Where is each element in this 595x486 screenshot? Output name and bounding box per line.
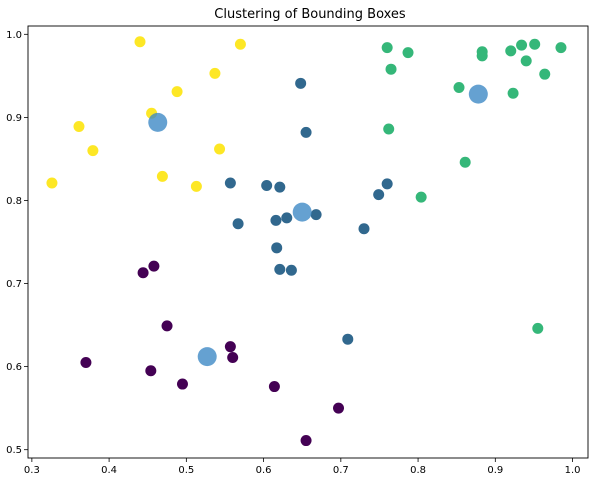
cluster-1-point — [342, 334, 353, 345]
cluster-2-point — [529, 39, 540, 50]
cluster-2-point — [516, 40, 527, 51]
cluster-3-point — [172, 86, 183, 97]
cluster-0-point — [162, 320, 173, 331]
cluster-1-point — [311, 209, 322, 220]
x-tick-label: 0.6 — [256, 465, 272, 476]
cluster-0-point — [227, 352, 238, 363]
cluster-3-point — [73, 121, 84, 132]
y-tick-label: 0.9 — [6, 113, 22, 124]
x-tick-label: 0.8 — [410, 465, 426, 476]
cluster-1-point — [270, 215, 281, 226]
x-tick-label: 0.9 — [487, 465, 503, 476]
cluster-1-point — [261, 180, 272, 191]
cluster-2-point — [555, 42, 566, 53]
cluster-2-point — [403, 47, 414, 58]
cluster-1-point — [382, 178, 393, 189]
cluster-3-point — [135, 36, 146, 47]
cluster-2-point — [477, 50, 488, 61]
centroid-marker — [198, 347, 217, 366]
cluster-1-point — [274, 264, 285, 275]
x-tick-label: 1.0 — [565, 465, 581, 476]
cluster-0-point — [148, 261, 159, 272]
cluster-3-point — [191, 181, 202, 192]
cluster-2-point — [416, 192, 427, 203]
y-tick-label: 0.5 — [6, 445, 22, 456]
cluster-2-point — [532, 323, 543, 334]
cluster-2-point — [508, 88, 519, 99]
cluster-3-point — [87, 145, 98, 156]
cluster-1-point — [281, 212, 292, 223]
centroid-marker — [148, 113, 167, 132]
cluster-0-point — [80, 357, 91, 368]
x-tick-label: 0.4 — [101, 465, 117, 476]
y-tick-label: 0.6 — [6, 362, 22, 373]
cluster-2-point — [454, 82, 465, 93]
cluster-1-point — [359, 223, 370, 234]
x-tick-label: 0.7 — [333, 465, 349, 476]
x-tick-label: 0.5 — [178, 465, 194, 476]
centroid-marker — [469, 85, 488, 104]
cluster-1-point — [225, 178, 236, 189]
cluster-1-point — [301, 127, 312, 138]
cluster-3-point — [214, 143, 225, 154]
cluster-3-point — [46, 178, 57, 189]
cluster-1-point — [295, 78, 306, 89]
cluster-3-point — [235, 39, 246, 50]
chart-title: Clustering of Bounding Boxes — [214, 7, 406, 22]
cluster-0-point — [333, 403, 344, 414]
cluster-2-point — [386, 64, 397, 75]
cluster-0-point — [177, 379, 188, 390]
cluster-0-point — [301, 435, 312, 446]
cluster-1-point — [233, 218, 244, 229]
x-tick-label: 0.3 — [24, 465, 40, 476]
y-tick-label: 0.8 — [6, 196, 22, 207]
cluster-1-point — [274, 182, 285, 193]
cluster-1-point — [373, 189, 384, 200]
cluster-0-point — [225, 341, 236, 352]
y-tick-label: 1.0 — [6, 30, 22, 41]
cluster-2-point — [521, 55, 532, 66]
cluster-0-point — [138, 267, 149, 278]
cluster-0-point — [269, 381, 280, 392]
cluster-2-point — [505, 45, 516, 56]
cluster-0-point — [145, 365, 156, 376]
cluster-2-point — [382, 42, 393, 53]
centroid-marker — [293, 203, 312, 222]
cluster-3-point — [209, 68, 220, 79]
cluster-2-point — [383, 124, 394, 135]
cluster-3-point — [157, 171, 168, 182]
cluster-2-point — [539, 69, 550, 80]
cluster-1-point — [286, 265, 297, 276]
cluster-1-point — [271, 242, 282, 253]
cluster-2-point — [460, 157, 471, 168]
y-tick-label: 0.7 — [6, 279, 22, 290]
